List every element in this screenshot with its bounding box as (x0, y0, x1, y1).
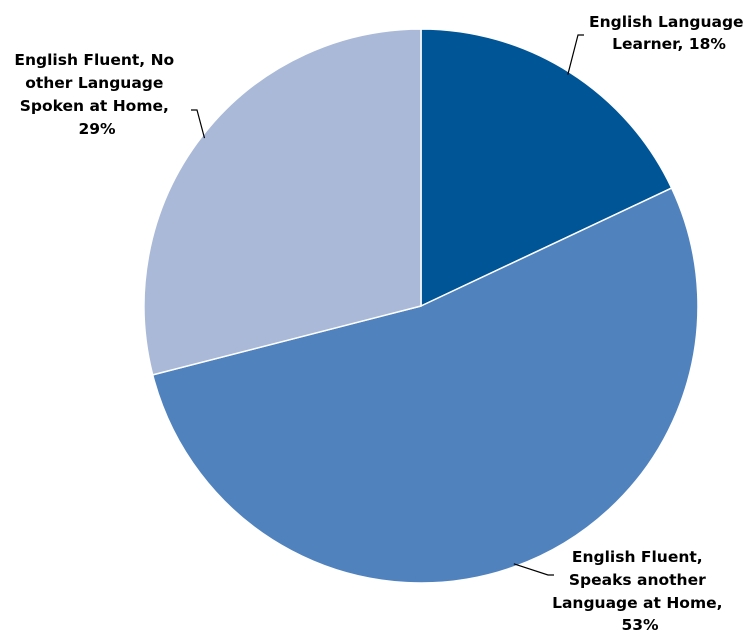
label-speaks-other-line-2: Speaks another (569, 571, 706, 589)
label-ell-line-1: English Language (589, 13, 744, 31)
leader-lines (191, 34, 584, 576)
label-speaks-other-line-1: English Fluent, (572, 548, 703, 566)
leader-line-ell (567, 34, 584, 75)
pie-slice-no_other (143, 28, 422, 376)
label-ell: English Language Learner, 18% (589, 13, 749, 53)
label-speaks-other-line-3: Language at Home, (552, 594, 722, 612)
label-no-other-line-3: Spoken at Home, (20, 97, 169, 115)
pie-slice-speaks_other (151, 187, 699, 584)
leader-line-no_other (191, 109, 206, 139)
label-speaks-other: English Fluent, Speaks another Language … (552, 548, 728, 634)
leader-line-speaks_other (513, 563, 554, 576)
label-no-other: English Fluent, No other Language Spoken… (14, 51, 179, 138)
label-speaks-other-line-4: 53% (621, 616, 659, 634)
label-ell-line-2: Learner, 18% (612, 35, 726, 53)
pie-slice-ell (420, 28, 673, 308)
label-no-other-line-4: 29% (78, 120, 116, 138)
label-no-other-line-2: other Language (25, 74, 163, 92)
pie-slices (143, 28, 699, 584)
label-no-other-line-1: English Fluent, No (14, 51, 174, 69)
